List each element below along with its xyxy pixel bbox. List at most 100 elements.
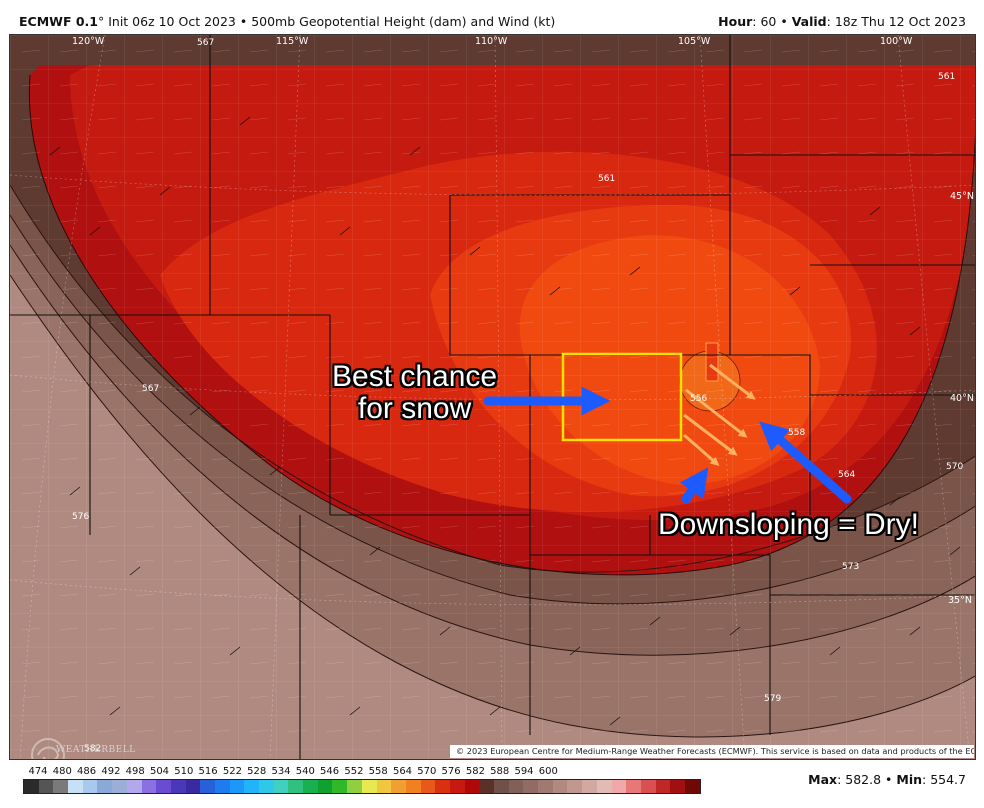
colorbar-swatch [449,780,465,793]
lat-label: 45°N [950,191,974,202]
model-name: ECMWF 0.1 [19,14,98,29]
colorbar-swatch [332,780,348,793]
longitude-labels: 120°W 115°W 110°W 105°W 100°W [72,36,913,47]
colorbar-label: 528 [247,766,267,777]
hour-label: Hour [718,14,753,29]
colorbar-swatch [596,780,612,793]
colorbar-label: 480 [52,766,72,777]
contour-label: 570 [946,462,963,472]
colorbar-label: 522 [222,766,242,777]
dry-annotation: Downsloping = Dry! [658,508,919,541]
colorbar-swatch [538,780,553,793]
header-title: ECMWF 0.1° Init 06z 10 Oct 2023 • 500mb … [19,14,555,29]
colorbar-swatch [303,780,318,793]
max-label: Max [808,772,838,787]
map-panel: 120°W 115°W 110°W 105°W 100°W 45°N 40°N … [9,34,976,760]
lat-label: 35°N [948,595,972,606]
colorbar-label: 582 [465,766,485,777]
colorbar-label: 492 [101,766,121,777]
header-valid: Hour: 60 • Valid: 18z Thu 12 Oct 2023 [718,14,966,29]
colorbar-swatch [347,780,362,793]
colorbar-swatch [405,780,421,793]
colorbar-swatch [38,780,54,793]
contour-label: 579 [764,694,781,704]
colorbar-swatch [567,780,583,793]
colorbar-label: 588 [490,766,510,777]
colorbar-label: 552 [344,766,364,777]
colorbar-label: 534 [271,766,291,777]
colorbar-swatch [185,780,201,793]
colorbar-swatch [170,780,186,793]
contour-label: 576 [72,512,89,522]
lon-label: 115°W [276,36,309,47]
latitude-labels: 45°N 40°N 35°N [948,191,974,606]
colorbar-label: 540 [295,766,315,777]
min-label: Min [896,772,923,787]
colorbar-swatch [670,780,685,793]
colorbar-swatch [391,780,406,793]
colorbar-swatch [508,780,524,793]
colorbar-swatch [361,780,377,793]
colorbar-swatch [626,780,641,793]
colorbar-swatch [655,780,671,793]
colorbar-swatch [611,780,627,793]
blue-arrows [483,386,852,504]
height-map: 120°W 115°W 110°W 105°W 100°W 45°N 40°N … [10,35,975,759]
colorbar-label: 516 [198,766,218,777]
copyright-notice: © 2023 European Centre for Medium-Range … [450,745,974,758]
lat-label: 40°N [950,393,974,404]
colorbar-swatch [317,780,333,793]
contour-labels: 567 561 567 561 576 558 564 570 573 579 … [72,38,963,754]
max-value: : 582.8 • [837,772,897,787]
header-bar: ECMWF 0.1° Init 06z 10 Oct 2023 • 500mb … [0,0,984,34]
colorbar-swatch [479,780,494,793]
colorbar-label: 576 [441,766,461,777]
downslope-arrows [683,363,756,466]
contour-label: 564 [838,470,855,480]
contour-label: 582 [84,744,101,754]
contour-label: 561 [598,174,615,184]
colorbar [23,779,701,794]
colorbar-label: 564 [392,766,413,777]
snow-annotation: Best chance for snow [332,361,497,425]
lon-label: 110°W [475,36,508,47]
colorbar-label: 594 [514,766,534,777]
colorbar-label: 498 [125,766,145,777]
colorbar-swatch [126,780,142,793]
colorbar-swatch [68,780,83,793]
contour-label: 567 [142,384,159,394]
weatherbell-watermark: WEATHERBELL [28,733,138,759]
colorbar-swatch [156,780,171,793]
lon-label: 100°W [880,36,913,47]
contour-label: 561 [938,72,955,82]
hour-value: : 60 • [752,14,792,29]
colorbar-swatch [420,780,436,793]
colorbar-swatch [376,780,392,793]
init-text: Init 06z 10 Oct 2023 • 500mb Geopotentia… [104,14,556,29]
watermark-text: WEATHERBELL [56,745,136,755]
colorbar-swatch [435,780,450,793]
contour-label: 556 [690,394,707,404]
colorbar-swatch [141,780,157,793]
colorbar-swatch [53,780,69,793]
colorbar-swatch [97,780,113,793]
colorbar-label: 546 [320,766,340,777]
contour-label: 558 [788,428,805,438]
max-min-readout: Max: 582.8 • Min: 554.7 [808,772,966,787]
colorbar-label: 558 [368,766,388,777]
degree-mark: ° [97,14,105,29]
colorbar-swatch [229,780,245,793]
colorbar-swatch [244,780,259,793]
colorbar-swatch [259,780,274,793]
colorbar-swatch [82,780,98,793]
colorbar-swatch [464,780,480,793]
colorbar-swatch [640,780,656,793]
colorbar-label: 474 [28,766,48,777]
valid-value: : 18z Thu 12 Oct 2023 [826,14,966,29]
colorbar-swatch [273,780,289,793]
colorbar-swatch [24,780,39,793]
colorbar-swatch [200,780,215,793]
contour-label: 567 [197,38,214,48]
colorbar-label: 510 [174,766,194,777]
colorbar-swatch [112,780,127,793]
